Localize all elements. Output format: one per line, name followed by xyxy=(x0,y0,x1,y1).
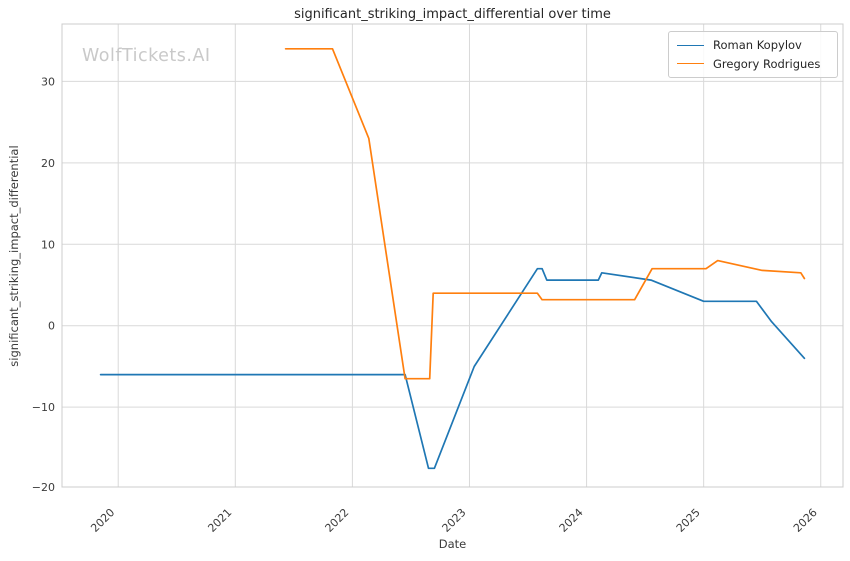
x-tick-label-2025: 2025 xyxy=(674,506,703,535)
legend-label: Gregory Rodrigues xyxy=(713,56,821,71)
watermark: WolfTickets.AI xyxy=(82,46,211,66)
legend: Roman Kopylov Gregory Rodrigues xyxy=(668,31,838,78)
y-axis-label: significant_striking_impact_differential xyxy=(7,145,21,367)
y-tick-label-30: 30 xyxy=(41,75,55,88)
x-tick-label-2022: 2022 xyxy=(323,506,352,535)
legend-item-gregory-rodrigues: Gregory Rodrigues xyxy=(677,57,829,71)
y-tick-label-10: 10 xyxy=(41,238,55,251)
series-line-gregory-rodrigues xyxy=(284,47,806,380)
x-tick-label-2020: 2020 xyxy=(88,506,117,535)
x-tick-label-2026: 2026 xyxy=(791,506,820,535)
x-tick-label-2023: 2023 xyxy=(440,506,469,535)
x-axis-label: Date xyxy=(438,537,467,551)
x-tick-label-2024: 2024 xyxy=(557,506,586,535)
y-tick-label--20: −20 xyxy=(32,481,55,494)
y-tick-label-0: 0 xyxy=(48,320,55,333)
legend-line-icon xyxy=(677,63,704,65)
x-tick-label-2021: 2021 xyxy=(205,506,234,535)
y-tick-label--10: −10 xyxy=(32,401,55,414)
axes-spines xyxy=(61,23,844,488)
chart-title: significant_striking_impact_differential… xyxy=(294,7,611,22)
series-line-roman-kopylov xyxy=(99,267,806,470)
legend-item-roman-kopylov: Roman Kopylov xyxy=(677,38,829,52)
y-tick-label-20: 20 xyxy=(41,157,55,170)
legend-line-icon xyxy=(677,44,704,46)
legend-label: Roman Kopylov xyxy=(713,38,802,53)
